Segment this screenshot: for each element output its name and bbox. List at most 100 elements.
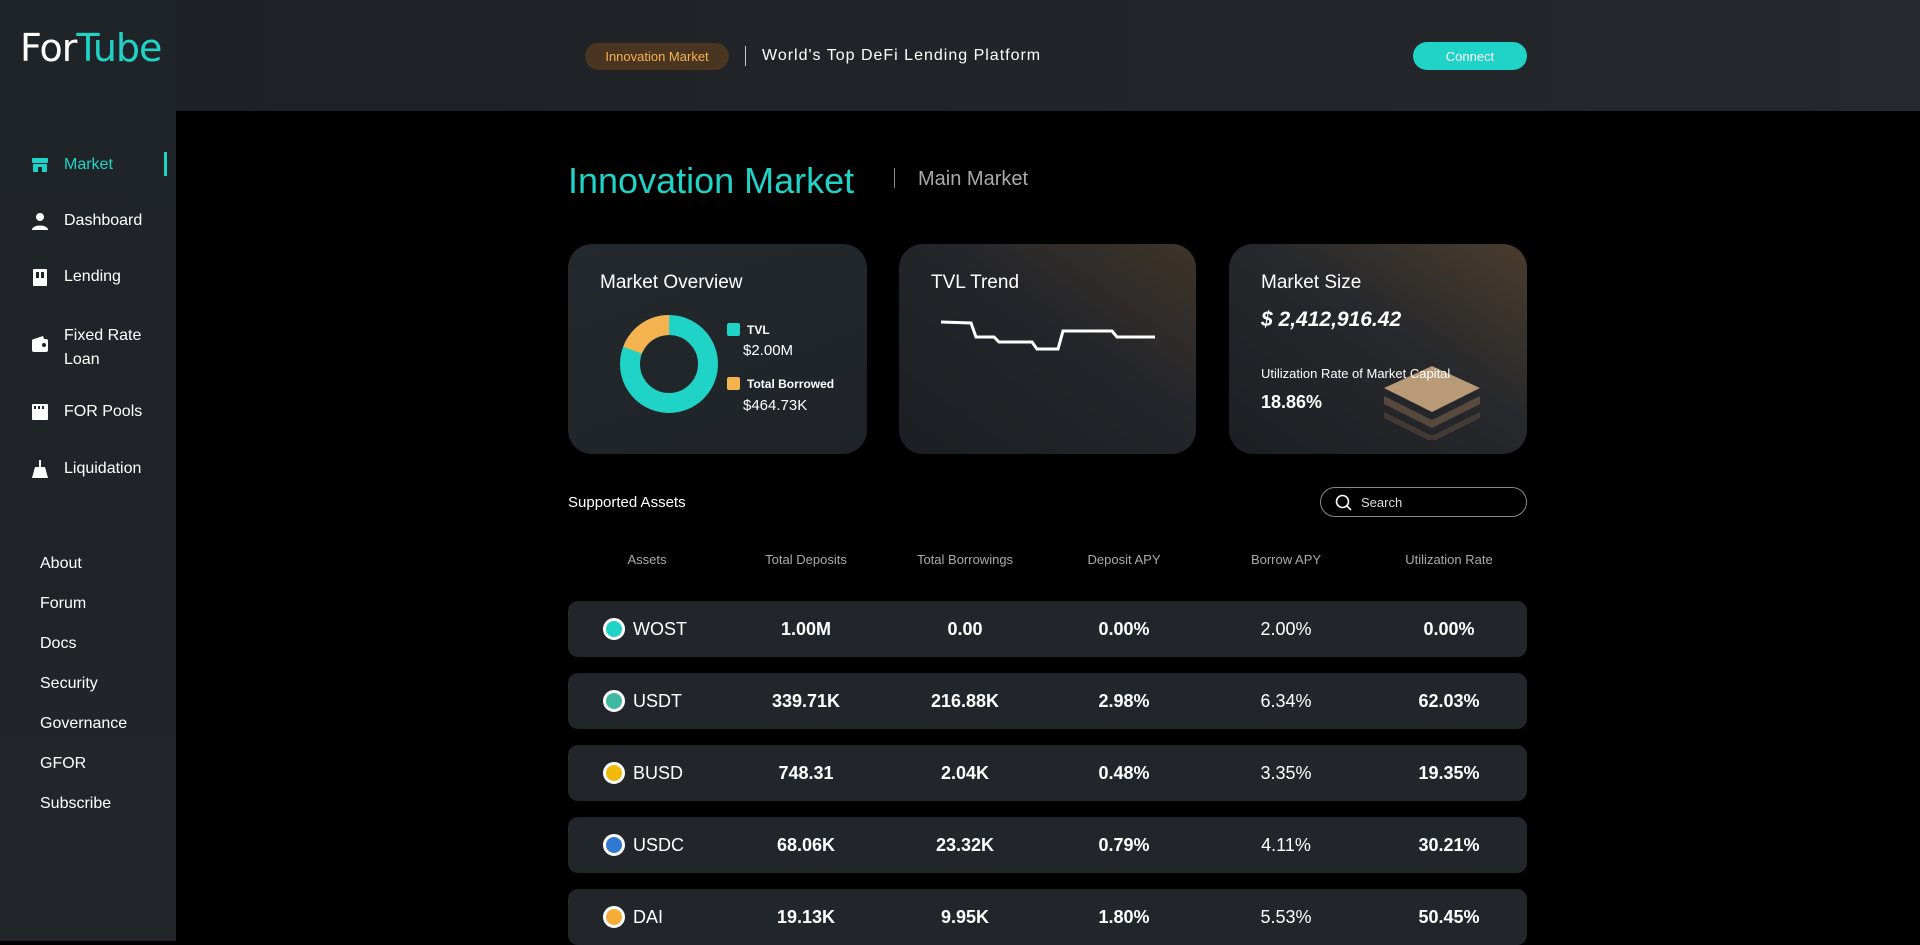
cell-deposit-apy: 0.48%	[1098, 763, 1150, 783]
cell-deposits: 748.31	[778, 763, 834, 783]
sidebar-item-label: FOR Pools	[64, 403, 143, 420]
link-security[interactable]: Security	[40, 675, 98, 692]
wallet-icon	[32, 336, 48, 352]
active-indicator	[164, 152, 167, 176]
tether-icon	[603, 690, 625, 712]
card-title: Market Overview	[600, 272, 743, 293]
logo-text-tube: Tube	[76, 26, 162, 70]
link-governance[interactable]: Governance	[40, 715, 128, 732]
cell-borrow-apy: 3.35%	[1260, 763, 1312, 783]
cell-deposits: 1.00M	[780, 619, 832, 639]
tagline: World's Top DeFi Lending Platform	[762, 47, 1042, 64]
cell-borrow-apy: 2.00%	[1260, 619, 1312, 639]
asset-name: WOST	[633, 619, 687, 639]
sidebar-item-label: Liquidation	[64, 460, 142, 477]
cell-deposits: 19.13K	[776, 907, 836, 927]
usdc-icon	[603, 834, 625, 856]
store-icon	[32, 158, 48, 172]
cell-utilization: 30.21%	[1418, 835, 1480, 855]
fortube-logo[interactable]: ForTube	[20, 26, 162, 70]
top-header	[176, 0, 1920, 111]
search-input[interactable]: Search	[1320, 487, 1527, 517]
overview-donut	[620, 315, 718, 413]
wost-icon	[603, 618, 625, 640]
tvl-sparkline	[940, 320, 1155, 351]
asset-name: USDT	[633, 691, 682, 711]
utilization-value: 18.86%	[1261, 392, 1323, 412]
sidebar: ForTube Market Dashboard Lending Fixed R…	[0, 0, 176, 941]
link-gfor[interactable]: GFOR	[40, 755, 87, 772]
page-title: Innovation Market	[568, 160, 855, 201]
cell-utilization: 50.45%	[1418, 907, 1480, 927]
column-header[interactable]: Assets	[627, 552, 667, 567]
broom-icon	[32, 460, 48, 478]
title-divider	[894, 168, 895, 188]
column-header[interactable]: Total Borrowings	[916, 552, 1014, 567]
sidebar-item-label: Market	[64, 156, 113, 173]
borrowed-legend-label: Total Borrowed	[747, 377, 835, 391]
borrowed-value: $464.73K	[743, 397, 808, 414]
cell-deposit-apy: 0.79%	[1098, 835, 1150, 855]
logo-text-for: For	[20, 26, 77, 70]
tvl-trend-card[interactable]: TVL Trend	[899, 244, 1196, 454]
column-header[interactable]: Total Deposits	[765, 552, 847, 567]
tvl-legend-swatch	[727, 323, 740, 336]
link-about[interactable]: About	[40, 555, 82, 572]
sidebar-item-label: Dashboard	[64, 212, 143, 229]
header-divider	[745, 46, 746, 66]
sidebar-item-label: Fixed Rate Loan	[64, 327, 142, 368]
cell-borrow-apy: 4.11%	[1261, 835, 1311, 855]
connect-button[interactable]: Connect	[1413, 42, 1527, 70]
card-title: TVL Trend	[931, 272, 1020, 293]
borrowed-legend-swatch	[727, 377, 740, 390]
table-row[interactable]: USDT 339.71K 216.88K 2.98% 6.34% 62.03%	[568, 673, 1527, 729]
tvl-legend-label: TVL	[747, 323, 770, 337]
cell-deposit-apy: 2.98%	[1098, 691, 1150, 711]
link-subscribe[interactable]: Subscribe	[40, 795, 112, 812]
cell-deposit-apy: 0.00%	[1098, 619, 1150, 639]
cell-borrowings: 23.32K	[935, 835, 995, 855]
cell-borrowings: 9.95K	[940, 907, 990, 927]
search-placeholder: Search	[1361, 495, 1403, 510]
main-market-link[interactable]: Main Market	[918, 168, 1029, 190]
column-header[interactable]: Utilization Rate	[1405, 552, 1493, 567]
cell-borrowings: 0.00	[947, 619, 983, 639]
cell-utilization: 19.35%	[1418, 763, 1480, 783]
section-title: Supported Assets	[568, 494, 686, 511]
cell-deposits: 68.06K	[776, 835, 836, 855]
tvl-trend-line	[940, 320, 1155, 351]
cell-borrowings: 216.88K	[930, 691, 1000, 711]
asset-name: BUSD	[633, 763, 684, 783]
cell-utilization: 0.00%	[1423, 619, 1475, 639]
column-header[interactable]: Deposit APY	[1087, 552, 1161, 567]
user-icon	[32, 213, 48, 230]
market-size-card: Market Size $ 2,412,916.42 Utilization R…	[1229, 244, 1527, 454]
table-row[interactable]: USDC 68.06K 23.32K 0.79% 4.11% 30.21%	[568, 817, 1527, 873]
link-forum[interactable]: Forum	[40, 595, 87, 612]
market-size-value: $ 2,412,916.42	[1261, 308, 1402, 331]
table-row[interactable]: WOST 1.00M 0.00 0.00% 2.00% 0.00%	[568, 601, 1527, 657]
dai-icon	[603, 906, 625, 928]
table-row[interactable]: DAI 19.13K 9.95K 1.80% 5.53% 50.45%	[568, 889, 1527, 945]
column-header[interactable]: Borrow APY	[1250, 552, 1322, 567]
asset-name: USDC	[633, 835, 685, 855]
table-row[interactable]: BUSD 748.31 2.04K 0.48% 3.35% 19.35%	[568, 745, 1527, 801]
cell-utilization: 62.03%	[1418, 691, 1480, 711]
tvl-value: $2.00M	[743, 342, 794, 359]
stack-layers-icon	[1384, 366, 1480, 440]
cell-borrow-apy: 6.34%	[1260, 691, 1312, 711]
utilization-label: Utilization Rate of Market Capital	[1261, 366, 1451, 381]
cell-borrowings: 2.04K	[940, 763, 990, 783]
market-overview-card: Market Overview TVL $2.00M Total Borrowe…	[568, 244, 867, 454]
lending-icon	[33, 269, 47, 286]
innovation-market-badge[interactable]: Innovation Market	[585, 43, 729, 70]
cell-borrow-apy: 5.53%	[1260, 907, 1312, 927]
cell-deposits: 339.71K	[771, 691, 841, 711]
asset-name: DAI	[633, 907, 664, 927]
sidebar-item-label: Lending	[64, 268, 121, 285]
card-title: Market Size	[1261, 272, 1362, 293]
donut-slice-borrowed	[620, 315, 718, 413]
link-docs[interactable]: Docs	[40, 635, 77, 652]
busd-icon	[603, 762, 625, 784]
cell-deposit-apy: 1.80%	[1098, 907, 1150, 927]
